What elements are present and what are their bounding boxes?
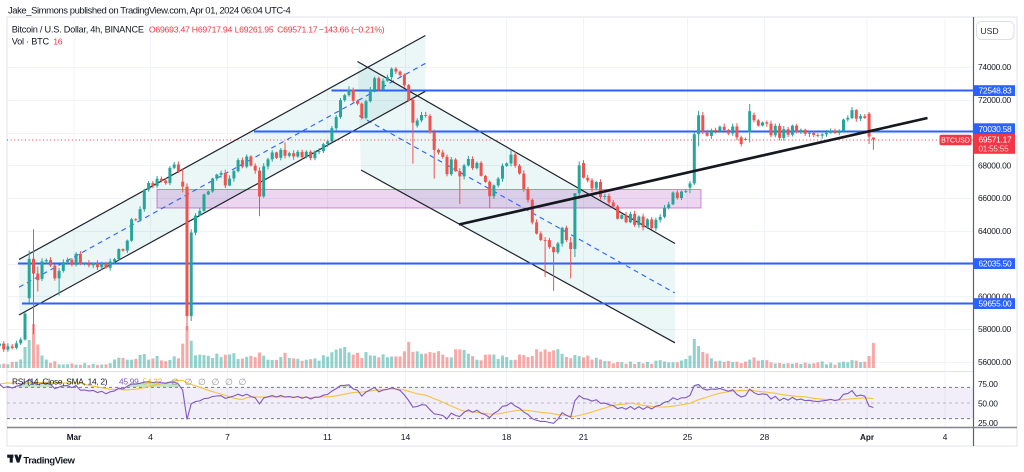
svg-text:RSI (14, Close, SMA, 14, 2): RSI (14, Close, SMA, 14, 2) [12, 376, 108, 386]
svg-text:75.00: 75.00 [978, 379, 998, 389]
svg-text:−143.66 (−0.21%): −143.66 (−0.21%) [319, 25, 385, 35]
svg-text:25: 25 [683, 432, 693, 442]
svg-text:4: 4 [148, 432, 153, 442]
svg-text:72000.00: 72000.00 [978, 95, 1012, 105]
svg-text:∅: ∅ [198, 377, 206, 387]
svg-text:60000.00: 60000.00 [978, 291, 1012, 301]
svg-text:∅: ∅ [225, 377, 233, 387]
svg-text:O69693.47: O69693.47 [149, 25, 190, 35]
svg-text:58000.00: 58000.00 [978, 324, 1012, 334]
svg-text:45.99: 45.99 [119, 376, 139, 386]
svg-text:Apr: Apr [860, 433, 875, 442]
svg-text:54.33: 54.33 [143, 376, 163, 386]
svg-text:BTCUSD: BTCUSD [941, 138, 970, 145]
svg-text:Mar: Mar [67, 433, 82, 442]
svg-text:∅: ∅ [239, 377, 247, 387]
svg-text:L69261.95: L69261.95 [235, 25, 274, 35]
svg-text:56000.00: 56000.00 [978, 357, 1012, 367]
svg-text:11: 11 [323, 432, 332, 442]
svg-text:69571.17: 69571.17 [979, 135, 1013, 145]
svg-text:∅: ∅ [171, 377, 179, 387]
svg-text:72548.83: 72548.83 [979, 86, 1013, 96]
svg-text:50.00: 50.00 [978, 398, 998, 408]
svg-text:Jake_Simmons published on Trad: Jake_Simmons published on TradingView.co… [8, 6, 290, 17]
svg-text:C69571.17: C69571.17 [277, 25, 318, 35]
svg-text:7: 7 [225, 432, 230, 442]
svg-text:62035.50: 62035.50 [979, 259, 1013, 269]
svg-text:28: 28 [760, 432, 770, 442]
svg-text:21: 21 [579, 432, 589, 442]
svg-text:64000.00: 64000.00 [978, 226, 1012, 236]
svg-text:68000.00: 68000.00 [978, 160, 1012, 170]
svg-text:Vol · BTC: Vol · BTC [12, 36, 50, 46]
svg-text:66000.00: 66000.00 [978, 193, 1012, 203]
svg-text:16: 16 [53, 36, 63, 46]
svg-text:01:55:55: 01:55:55 [979, 145, 1010, 154]
svg-text:25.00: 25.00 [978, 418, 998, 428]
svg-text:74000.00: 74000.00 [978, 62, 1012, 72]
svg-text:14: 14 [401, 432, 411, 442]
svg-text:59655.00: 59655.00 [979, 299, 1013, 309]
svg-text:∅: ∅ [212, 377, 220, 387]
svg-text:∅: ∅ [185, 377, 193, 387]
svg-text:4: 4 [943, 432, 948, 442]
svg-text:H69717.94: H69717.94 [192, 25, 233, 35]
svg-text:70030.58: 70030.58 [979, 124, 1013, 134]
svg-text:TradingView: TradingView [23, 454, 75, 465]
svg-text:Bitcoin / U.S. Dollar, 4h, BIN: Bitcoin / U.S. Dollar, 4h, BINANCE [12, 25, 144, 35]
svg-text:USD: USD [980, 26, 998, 36]
svg-text:18: 18 [502, 432, 512, 442]
